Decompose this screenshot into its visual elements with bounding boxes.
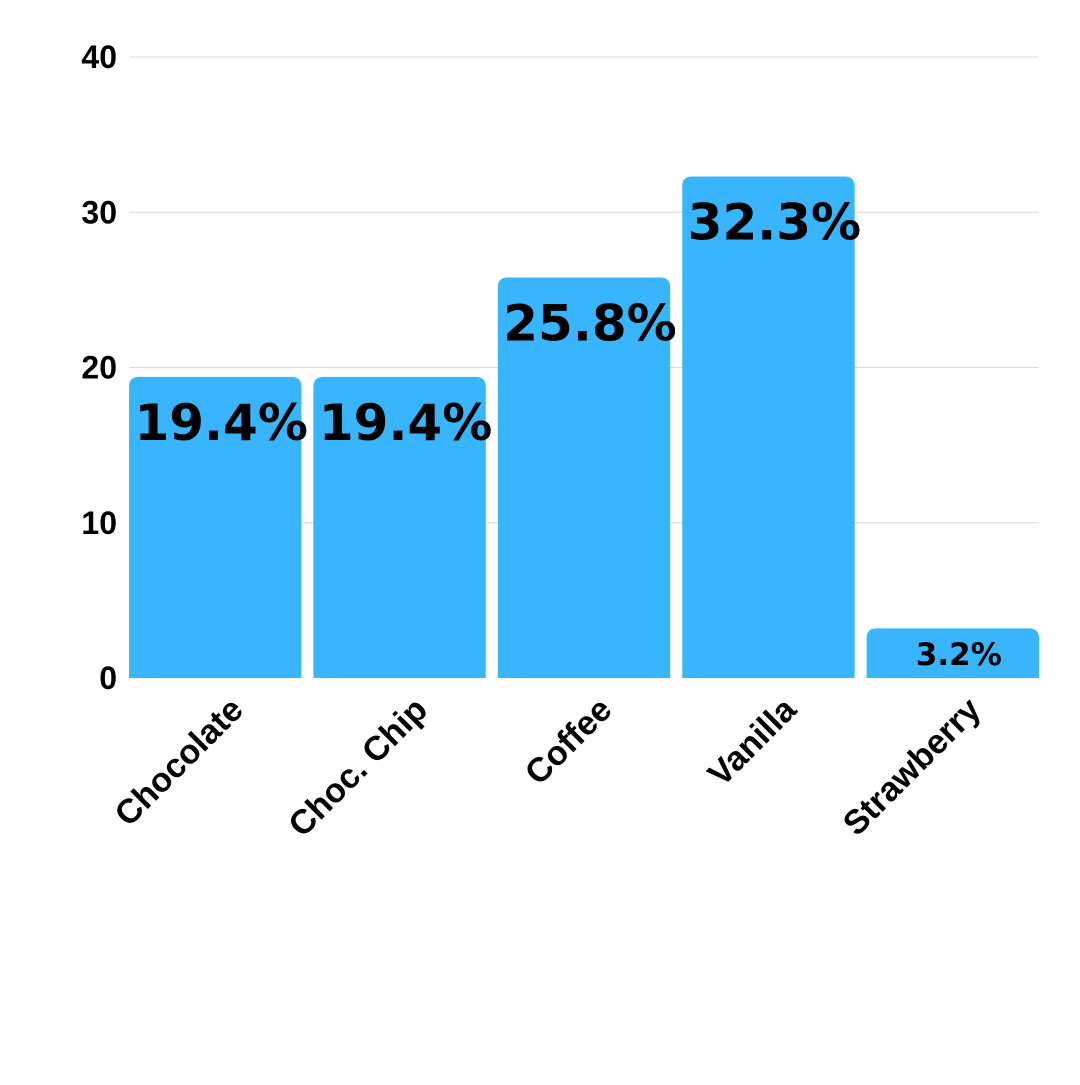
data-label: 19.4% <box>319 394 492 452</box>
data-labels: 19.4% 19.4%25.8%32.3%3.2% <box>134 194 1001 674</box>
x-tick-label: Vanilla <box>701 690 805 794</box>
data-label: 19.4% <box>134 394 307 452</box>
bar-strawberry <box>866 628 1039 678</box>
y-axis-ticks: 0 10 20 30 40 <box>81 39 117 696</box>
bar-chocolate <box>129 376 302 678</box>
bar-choc-chip <box>313 376 486 678</box>
data-label: 32.3% <box>688 194 861 252</box>
y-tick-label: 10 <box>81 505 117 541</box>
bar-coffee <box>497 277 671 678</box>
bars <box>129 176 1039 679</box>
y-tick-label: 40 <box>81 39 117 75</box>
x-tick-label: Coffee <box>518 691 620 793</box>
x-tick-label: Strawberry <box>836 691 989 844</box>
y-tick-label: 30 <box>81 194 117 230</box>
y-tick-label: 20 <box>81 350 117 386</box>
data-label: 25.8% <box>503 294 676 352</box>
bar-vanilla <box>682 176 855 679</box>
data-label: 3.2% <box>916 637 1002 673</box>
x-tick-label: Choc. Chip <box>281 691 435 845</box>
y-tick-label: 0 <box>99 660 117 696</box>
x-tick-label: Chocolate <box>108 691 251 834</box>
x-axis-ticks: Chocolate Choc. Chip Coffee Vanilla Strawber… <box>108 690 989 845</box>
